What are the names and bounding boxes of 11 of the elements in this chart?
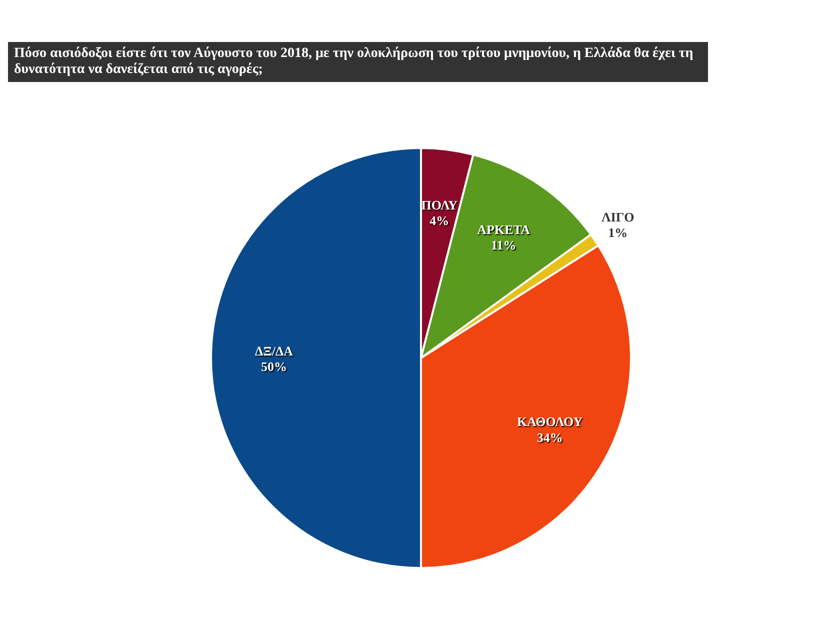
chart-title: Πόσο αισιόδοξοι είστε ότι τον Αύγουστο του 2018, με την ολοκλήρωση του τρίτου μνημονίου, η Ελλάδα θα έχει τη δυνατότητα να δανείζεται από τις αγορές; bbox=[8, 42, 708, 82]
data-label: 50% bbox=[261, 359, 287, 374]
slice-label: ΑΡΚΕΤΑ bbox=[477, 222, 531, 237]
slice-label: ΔΞ/ΔΑ bbox=[254, 343, 294, 358]
data-label: 34% bbox=[536, 430, 563, 445]
slice-label: ΛΙΓΟ bbox=[601, 210, 634, 225]
data-label: 4% bbox=[430, 213, 450, 228]
slice-label: ΚΑΘΟΛΟΥ bbox=[516, 414, 584, 430]
slice-label: ΠΟΛΥ bbox=[421, 198, 458, 213]
data-label: 1% bbox=[608, 225, 628, 240]
data-label: 11% bbox=[490, 237, 516, 252]
